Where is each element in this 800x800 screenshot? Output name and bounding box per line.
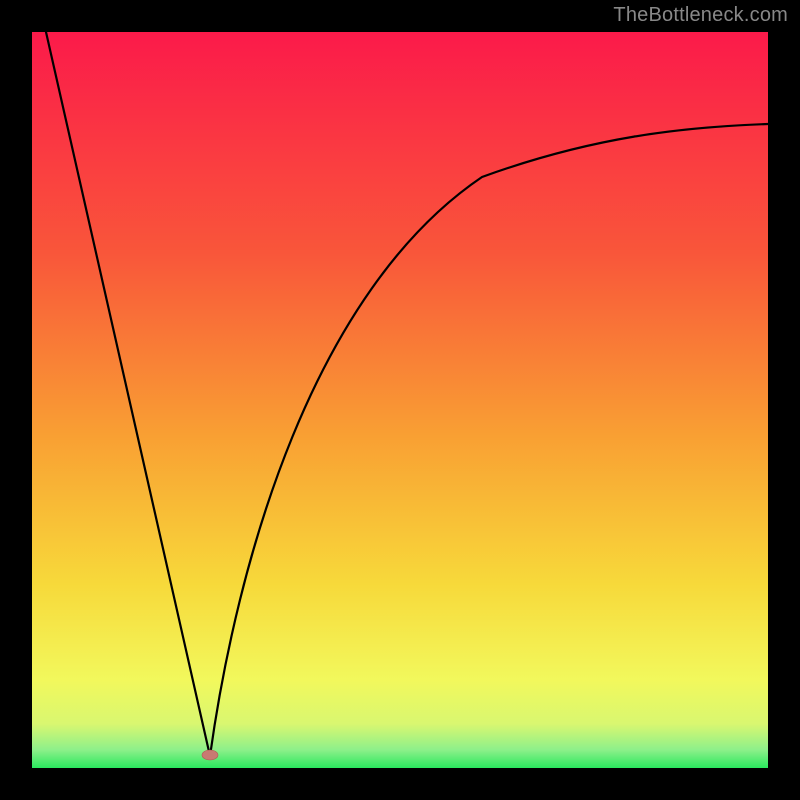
figure-canvas: TheBottleneck.com xyxy=(0,0,800,800)
bottleneck-chart xyxy=(32,32,768,768)
watermark-label: TheBottleneck.com xyxy=(613,4,788,27)
plot-area xyxy=(32,32,768,768)
gradient-background xyxy=(32,32,768,768)
cusp-marker xyxy=(202,750,218,760)
